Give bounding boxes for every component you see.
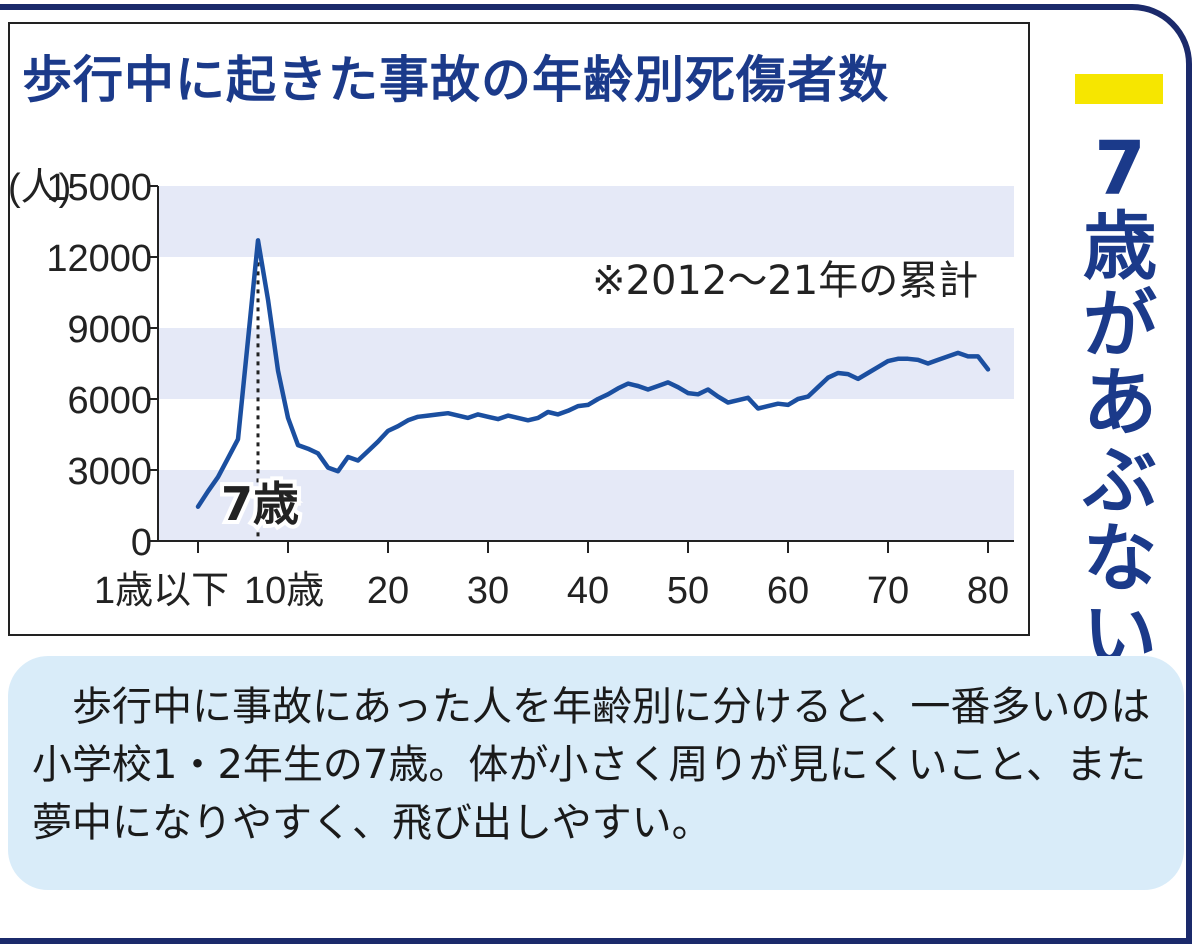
- chart-note: ※2012～21年の累計: [592, 258, 978, 304]
- y-tick-label: 3000: [67, 451, 152, 493]
- y-tick-label: 12000: [46, 238, 152, 280]
- y-tick-label: 9000: [67, 309, 152, 351]
- side-heading-char: 7: [1094, 130, 1146, 208]
- y-axis-unit: (人): [8, 167, 71, 209]
- caption-text: 歩行中に事故にあった人を年齢別に分けると、一番多いのは小学校1・2年生の7歳。体…: [32, 678, 1160, 852]
- side-heading-char: 歳: [1083, 208, 1157, 286]
- x-tick-label: 60: [767, 570, 809, 612]
- caption-box: 歩行中に事故にあった人を年齢別に分けると、一番多いのは小学校1・2年生の7歳。体…: [8, 656, 1184, 890]
- side-heading-char: が: [1083, 286, 1157, 364]
- x-tick-label: 30: [467, 570, 509, 612]
- x-tick-label: 40: [567, 570, 609, 612]
- side-heading-char: あ: [1083, 364, 1157, 442]
- annotation-7-years: 7歳: [221, 477, 299, 531]
- side-heading-char: な: [1083, 520, 1157, 598]
- x-tick-label: 1歳以下: [94, 570, 229, 612]
- accent-bar: [1075, 74, 1163, 104]
- x-tick-label: 70: [867, 570, 909, 612]
- y-tick-label: 6000: [67, 380, 152, 422]
- y-tick-label: 0: [131, 522, 152, 564]
- x-tick-label: 80: [967, 570, 1009, 612]
- x-tick-label: 10歳: [244, 570, 324, 612]
- grid-band: [158, 186, 1014, 257]
- side-heading-char: ぶ: [1083, 442, 1157, 520]
- x-tick-label: 50: [667, 570, 709, 612]
- x-tick-label: 20: [367, 570, 409, 612]
